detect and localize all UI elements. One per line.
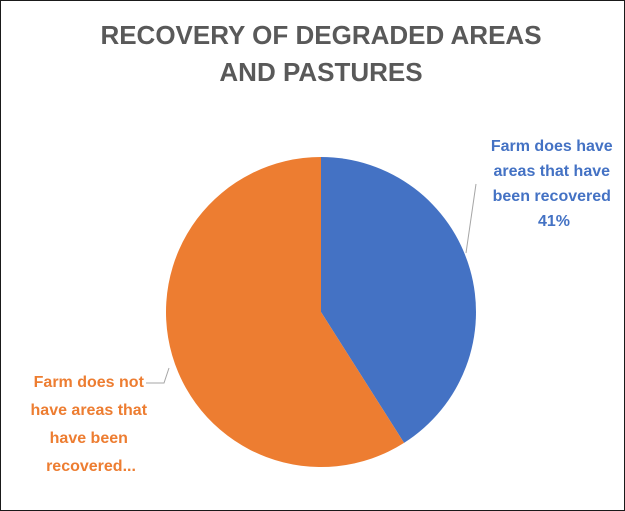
leader-line-recovered bbox=[465, 183, 477, 254]
data-label-recovered-line-2: areas that have bbox=[494, 163, 611, 180]
data-label-recovered: Farm does have areas that have been reco… bbox=[491, 138, 617, 230]
data-label-not-recovered-line-2: have areas that bbox=[31, 402, 148, 419]
data-label-not-recovered-line-4: recovered... bbox=[46, 458, 136, 475]
data-label-not-recovered: Farm does not have areas that have been … bbox=[31, 374, 152, 475]
leader-line-not-recovered bbox=[146, 367, 170, 384]
chart-title-line-1: RECOVERY OF DEGRADED AREAS bbox=[100, 20, 542, 50]
chart-title-line-2: AND PASTURES bbox=[219, 57, 423, 87]
data-label-not-recovered-line-1: Farm does not bbox=[34, 374, 145, 391]
pie-slice-not-recovered bbox=[165, 156, 405, 468]
data-label-recovered-line-1: Farm does have bbox=[491, 138, 613, 155]
pie-slice-recovered bbox=[321, 157, 476, 443]
data-label-recovered-percent: 41% bbox=[538, 213, 570, 230]
data-label-recovered-line-3: been recovered bbox=[493, 188, 611, 205]
data-label-not-recovered-line-3: have been bbox=[50, 430, 128, 447]
chart-title: RECOVERY OF DEGRADED AREAS AND PASTURES bbox=[61, 17, 581, 91]
